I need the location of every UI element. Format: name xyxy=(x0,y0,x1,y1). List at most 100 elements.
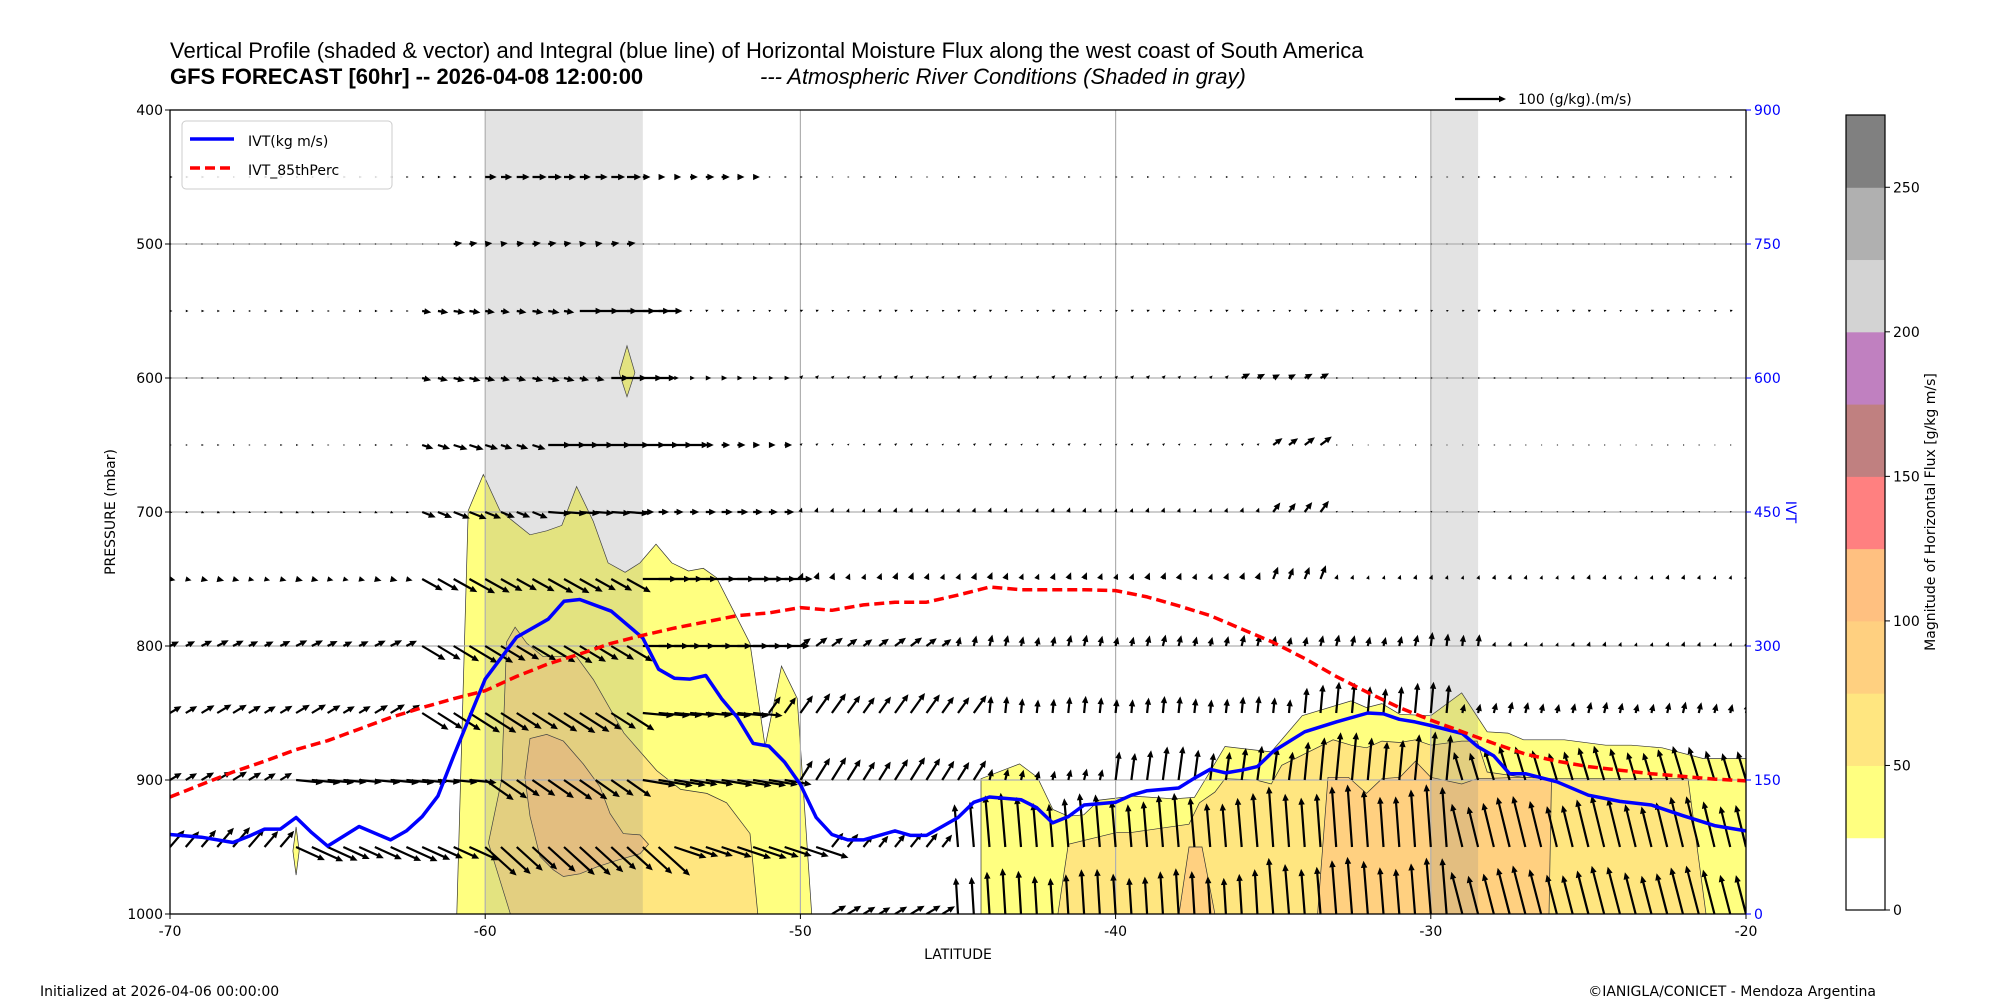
flux-vector xyxy=(374,309,378,313)
flux-vector xyxy=(1209,443,1213,446)
flux-vector xyxy=(1130,753,1138,781)
flux-vector xyxy=(1099,443,1102,446)
flux-vector xyxy=(1336,444,1338,446)
flux-vector xyxy=(1577,747,1590,781)
flux-vector xyxy=(500,443,513,450)
flux-vector xyxy=(1367,243,1370,245)
flux-vector xyxy=(674,173,682,181)
flux-vector xyxy=(847,243,849,245)
flux-vector xyxy=(737,243,739,245)
flux-vector xyxy=(1254,572,1261,580)
flux-vector xyxy=(1098,508,1102,513)
flux-vector xyxy=(1272,374,1280,381)
flux-vector xyxy=(1223,698,1230,714)
flux-vector xyxy=(1572,176,1575,178)
flux-vector xyxy=(406,778,435,786)
flux-vector xyxy=(1541,176,1543,178)
flux-vector xyxy=(1266,786,1275,848)
flux-vector xyxy=(1360,790,1369,848)
flux-vector xyxy=(1019,508,1023,513)
ivt-lines xyxy=(170,585,1746,848)
flux-vector xyxy=(232,510,236,514)
flux-vector xyxy=(1257,176,1260,178)
flux-vector xyxy=(1604,176,1606,178)
flux-vector xyxy=(1555,575,1559,580)
flux-vector xyxy=(453,578,478,593)
flux-vector xyxy=(1313,793,1322,848)
flux-vector xyxy=(248,511,252,513)
flux-vector xyxy=(390,243,393,245)
flux-vector xyxy=(1684,796,1700,848)
flux-vector xyxy=(1097,635,1104,647)
flux-vector xyxy=(1162,243,1165,245)
flux-vector xyxy=(1377,796,1385,848)
y-tick-label: 800 xyxy=(136,639,163,655)
flux-vector xyxy=(957,697,970,714)
flux-vector xyxy=(878,907,891,914)
flux-vector xyxy=(1382,741,1390,781)
flux-vector xyxy=(374,640,386,647)
flux-vector xyxy=(815,757,830,781)
colorbar-label: Magnitude of Horizontal Flux [g/kg m/s] xyxy=(1923,373,1939,651)
flux-vector xyxy=(1160,507,1165,513)
flux-vector xyxy=(405,640,417,647)
flux-vector xyxy=(1509,510,1512,513)
flux-vector xyxy=(988,375,993,380)
flux-vector xyxy=(973,243,976,245)
flux-vector xyxy=(1052,243,1055,245)
flux-vector xyxy=(1349,635,1357,647)
flux-vector xyxy=(971,507,976,513)
colorbar-bin xyxy=(1846,259,1885,333)
flux-vector xyxy=(296,444,299,446)
flux-vector xyxy=(972,375,977,380)
flux-vector xyxy=(500,779,528,799)
flux-vector xyxy=(1255,507,1260,513)
flux-vector xyxy=(1588,176,1591,178)
ivt-line xyxy=(170,597,1746,848)
flux-vector xyxy=(185,706,198,714)
flux-vector xyxy=(1556,511,1559,513)
flux-vector xyxy=(1114,751,1122,781)
flux-vector xyxy=(1289,243,1291,245)
flux-vector xyxy=(972,695,987,714)
ivt-85th-percentile-line xyxy=(170,585,1746,799)
flux-vector xyxy=(736,309,740,313)
flux-vector xyxy=(548,173,562,181)
y-tick-label: 500 xyxy=(136,237,163,253)
flux-vector xyxy=(1540,310,1544,312)
flux-vector xyxy=(1588,377,1591,379)
flux-vector xyxy=(1524,511,1527,513)
flux-vector xyxy=(579,645,606,662)
flux-vector xyxy=(1367,444,1370,446)
x-tick-label: -60 xyxy=(474,924,497,940)
flux-vector xyxy=(343,444,346,446)
flux-vector xyxy=(1525,444,1527,446)
flux-vector xyxy=(831,637,843,647)
flux-vector xyxy=(1635,511,1637,513)
flux-vector xyxy=(1415,243,1417,245)
flux-vector xyxy=(1035,508,1039,513)
flux-vector xyxy=(1665,702,1672,714)
flux-vector xyxy=(955,636,962,647)
flux-vector xyxy=(1541,444,1543,446)
flux-vector xyxy=(516,240,525,248)
flux-vector xyxy=(1224,375,1229,380)
flux-vector xyxy=(910,443,913,446)
flux-vector xyxy=(563,308,575,315)
flux-vector xyxy=(248,243,251,245)
flux-vector xyxy=(1067,375,1072,380)
flux-vector xyxy=(705,173,715,181)
flux-vector xyxy=(1680,574,1685,580)
flux-vector xyxy=(579,375,590,382)
flux-vector xyxy=(1131,176,1134,178)
flux-vector xyxy=(516,173,530,181)
flux-vector xyxy=(1255,695,1262,714)
flux-vector xyxy=(216,827,234,848)
flux-vector xyxy=(264,309,268,313)
flux-vector xyxy=(658,307,683,315)
flux-vector xyxy=(579,712,610,732)
flux-vector xyxy=(1399,243,1401,245)
flux-vector xyxy=(626,645,653,662)
flux-vector xyxy=(1633,703,1640,714)
